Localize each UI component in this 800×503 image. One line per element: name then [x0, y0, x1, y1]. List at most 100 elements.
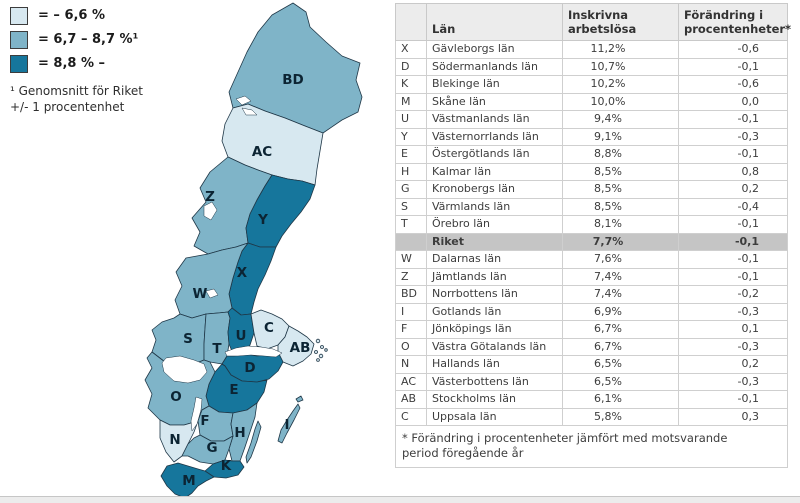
cell-code: AB	[395, 390, 427, 409]
cell-name: Västernorrlands län	[426, 127, 563, 146]
cell-value: 9,1%	[562, 127, 679, 146]
cell-change: -0,3	[678, 337, 788, 356]
lake-lule-river-2	[241, 107, 258, 116]
header-inskrivna-arbetslosa: Inskrivna arbetslösa	[562, 3, 679, 41]
cell-change: -0,1	[678, 267, 788, 286]
header-code	[395, 3, 427, 41]
map-label-z: Z	[205, 189, 215, 205]
cell-value: 7,4%	[562, 267, 679, 286]
map-label-g: G	[206, 440, 217, 456]
cell-name: Västra Götalands län	[426, 337, 563, 356]
cell-name: Västerbottens län	[426, 372, 563, 391]
cell-change: 0,3	[678, 407, 788, 426]
map-archipelago-island	[315, 338, 321, 344]
cell-value: 8,5%	[562, 162, 679, 181]
cell-name: Jämtlands län	[426, 267, 563, 286]
cell-change: -0,2	[678, 285, 788, 304]
cell-change: -0,1	[678, 232, 788, 251]
cell-name: Kalmar län	[426, 162, 563, 181]
cell-change: 0,2	[678, 180, 788, 199]
legend-footnote-line2: +/- 1 procentenhet	[10, 100, 125, 114]
statistics-table-container: Län Inskrivna arbetslösa Förändring i pr…	[395, 3, 791, 468]
cell-code: O	[395, 337, 427, 356]
cell-name: Dalarnas län	[426, 250, 563, 269]
map-region-oland	[245, 420, 262, 464]
cell-change: -0,1	[678, 145, 788, 164]
map-archipelago-island	[318, 353, 324, 359]
table-row: T Örebro län 8,1% -0,1	[395, 215, 788, 234]
cell-value: 9,4%	[562, 110, 679, 129]
cell-code: M	[395, 92, 427, 111]
cell-code: X	[395, 40, 427, 59]
legend-label-mid: = 6,7 – 8,7 %¹	[38, 32, 139, 47]
map-label-n: N	[169, 432, 180, 448]
cell-change: -0,1	[678, 215, 788, 234]
cell-name: Örebro län	[426, 215, 563, 234]
map-counties	[144, 2, 363, 499]
map-archipelago-island	[320, 345, 324, 349]
lake-malaren	[224, 345, 283, 358]
cell-code: AC	[395, 372, 427, 391]
cell-code: G	[395, 180, 427, 199]
cell-name: Kronobergs län	[426, 180, 563, 199]
map-label-w: W	[193, 286, 208, 302]
statistics-table: Län Inskrivna arbetslösa Förändring i pr…	[395, 3, 791, 468]
table-row: H Kalmar län 8,5% 0,8	[395, 162, 788, 181]
map-label-m: M	[182, 473, 195, 489]
legend-footnote: ¹ Genomsnitt för Riket +/- 1 procentenhe…	[10, 83, 143, 115]
cell-code: U	[395, 110, 427, 129]
cell-name: Västmanlands län	[426, 110, 563, 129]
legend-footnote-line1: ¹ Genomsnitt för Riket	[10, 84, 143, 98]
table-row: O Västra Götalands län 6,7% -0,3	[395, 337, 788, 356]
cell-code: T	[395, 215, 427, 234]
cell-value: 6,1%	[562, 390, 679, 409]
lake-vanern	[161, 355, 208, 384]
cell-code: K	[395, 75, 427, 94]
cell-value: 7,6%	[562, 250, 679, 269]
map-label-x: X	[237, 265, 248, 281]
legend-swatch-high	[10, 54, 28, 73]
map-archipelago-island	[324, 348, 328, 352]
cell-name: Gotlands län	[426, 302, 563, 321]
legend-label-high: = 8,8 % –	[38, 56, 106, 71]
map-label-e: E	[229, 382, 238, 398]
cell-name: Gävleborgs län	[426, 40, 563, 59]
map-region-i	[277, 403, 301, 444]
lake-lule-river	[235, 95, 252, 106]
cell-name: Riket	[426, 232, 563, 251]
table-row: U Västmanlands län 9,4% -0,1	[395, 110, 788, 129]
cell-value: 8,5%	[562, 180, 679, 199]
cell-change: 0,0	[678, 92, 788, 111]
map-label-h: H	[234, 425, 245, 441]
cell-code: E	[395, 145, 427, 164]
cell-name: Jönköpings län	[426, 320, 563, 339]
lake-siljan	[205, 288, 219, 299]
map-labels: BD AC Z Y X W S TU C AB DE O F H N GK M I	[169, 72, 310, 489]
cell-change: -0,3	[678, 302, 788, 321]
table-row: D Södermanlands län 10,7% -0,1	[395, 57, 788, 76]
map-label-s: S	[183, 331, 193, 347]
table-row: K Blekinge län 10,2% -0,6	[395, 75, 788, 94]
cell-code: D	[395, 57, 427, 76]
cell-value: 6,7%	[562, 320, 679, 339]
cell-value: 6,5%	[562, 372, 679, 391]
cell-value: 8,1%	[562, 215, 679, 234]
table-row: BD Norrbottens län 7,4% -0,2	[395, 285, 788, 304]
map-region-faro	[295, 395, 304, 403]
legend-item-mid: = 6,7 – 8,7 %¹	[10, 30, 143, 49]
map-label-u: U	[236, 328, 247, 344]
map-label-f: F	[200, 413, 209, 429]
cell-value: 6,5%	[562, 355, 679, 374]
map-region-m	[160, 462, 215, 499]
cell-name: Uppsala län	[426, 407, 563, 426]
map-label-ab: AB	[290, 340, 311, 356]
cell-change: -0,1	[678, 390, 788, 409]
cell-code: Y	[395, 127, 427, 146]
map-lakes	[161, 95, 283, 432]
header-lan: Län	[426, 3, 563, 41]
cell-name: Hallands län	[426, 355, 563, 374]
cell-value: 10,7%	[562, 57, 679, 76]
map-region-h	[228, 402, 258, 462]
lake-storsjon	[203, 201, 218, 221]
map-label-t: T	[212, 341, 222, 357]
